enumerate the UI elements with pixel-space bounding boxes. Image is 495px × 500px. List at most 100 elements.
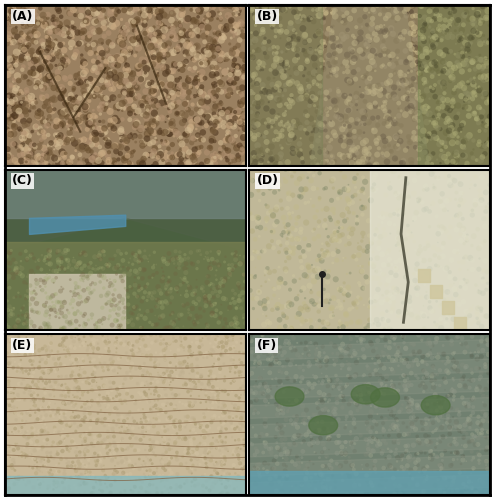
- Point: [469, 136, 477, 144]
- Point: [198, 83, 206, 91]
- Point: [32, 123, 40, 131]
- Point: [441, 58, 449, 66]
- Point: [57, 298, 65, 306]
- Point: [89, 154, 97, 162]
- Point: [2, 101, 10, 109]
- Point: [42, 274, 50, 282]
- Point: [205, 367, 213, 375]
- Point: [202, 4, 210, 12]
- Point: [31, 402, 39, 409]
- Point: [29, 480, 37, 488]
- Point: [274, 304, 282, 312]
- Point: [34, 112, 42, 120]
- Point: [429, 29, 437, 37]
- Point: [349, 225, 357, 233]
- Point: [41, 133, 49, 141]
- Point: [202, 331, 210, 339]
- Point: [311, 214, 319, 222]
- Point: [28, 6, 36, 14]
- Point: [453, 456, 461, 464]
- Point: [469, 19, 477, 27]
- Point: [46, 112, 53, 120]
- Point: [139, 464, 147, 472]
- Point: [88, 440, 96, 448]
- Point: [240, 68, 248, 76]
- Point: [320, 481, 328, 489]
- Point: [71, 285, 79, 293]
- Point: [28, 488, 36, 496]
- Point: [430, 180, 438, 188]
- Point: [212, 466, 220, 473]
- Point: [477, 199, 485, 207]
- Point: [268, 80, 276, 88]
- Point: [193, 26, 201, 34]
- Point: [90, 112, 98, 120]
- Point: [260, 133, 268, 141]
- Point: [362, 72, 370, 80]
- Point: [75, 464, 83, 472]
- Point: [395, 268, 402, 276]
- Point: [464, 402, 472, 410]
- Point: [45, 402, 52, 410]
- Point: [50, 267, 57, 275]
- Point: [179, 32, 187, 40]
- Point: [333, 219, 341, 227]
- Point: [410, 24, 418, 32]
- Point: [476, 127, 484, 135]
- Point: [435, 96, 443, 104]
- Point: [44, 429, 52, 437]
- Point: [388, 308, 396, 316]
- Point: [85, 6, 93, 14]
- Point: [346, 200, 353, 208]
- Point: [192, 125, 200, 133]
- Point: [452, 422, 460, 430]
- Point: [108, 364, 116, 372]
- Point: [53, 468, 61, 476]
- Point: [379, 448, 387, 456]
- Point: [11, 408, 19, 416]
- Point: [409, 340, 417, 348]
- Point: [114, 440, 122, 448]
- Point: [292, 226, 299, 234]
- Point: [414, 436, 422, 444]
- Point: [176, 88, 184, 96]
- Point: [74, 12, 82, 20]
- Point: [336, 317, 344, 325]
- Point: [296, 83, 304, 91]
- Point: [428, 42, 436, 50]
- Point: [297, 287, 305, 295]
- Point: [355, 244, 363, 252]
- Point: [234, 62, 242, 70]
- Point: [477, 304, 485, 312]
- Point: [318, 448, 326, 456]
- Point: [59, 425, 67, 433]
- Point: [92, 262, 100, 270]
- Point: [83, 474, 91, 482]
- Point: [312, 486, 320, 494]
- Point: [195, 51, 203, 59]
- Point: [3, 20, 11, 28]
- Point: [165, 441, 173, 449]
- Point: [16, 104, 24, 112]
- Point: [355, 390, 363, 398]
- Point: [331, 382, 339, 390]
- Point: [24, 154, 32, 162]
- Point: [447, 440, 455, 448]
- Point: [439, 456, 446, 464]
- Point: [358, 388, 366, 396]
- Point: [10, 27, 18, 35]
- Point: [280, 219, 288, 227]
- Point: [59, 50, 67, 58]
- Point: [190, 56, 198, 64]
- Point: [404, 442, 412, 450]
- Point: [227, 320, 235, 328]
- Point: [434, 114, 442, 122]
- Point: [20, 134, 28, 142]
- Point: [459, 32, 467, 40]
- Point: [18, 264, 26, 272]
- Point: [344, 62, 351, 70]
- Point: [260, 349, 268, 357]
- Point: [303, 58, 311, 66]
- Point: [161, 70, 169, 78]
- Point: [94, 399, 102, 407]
